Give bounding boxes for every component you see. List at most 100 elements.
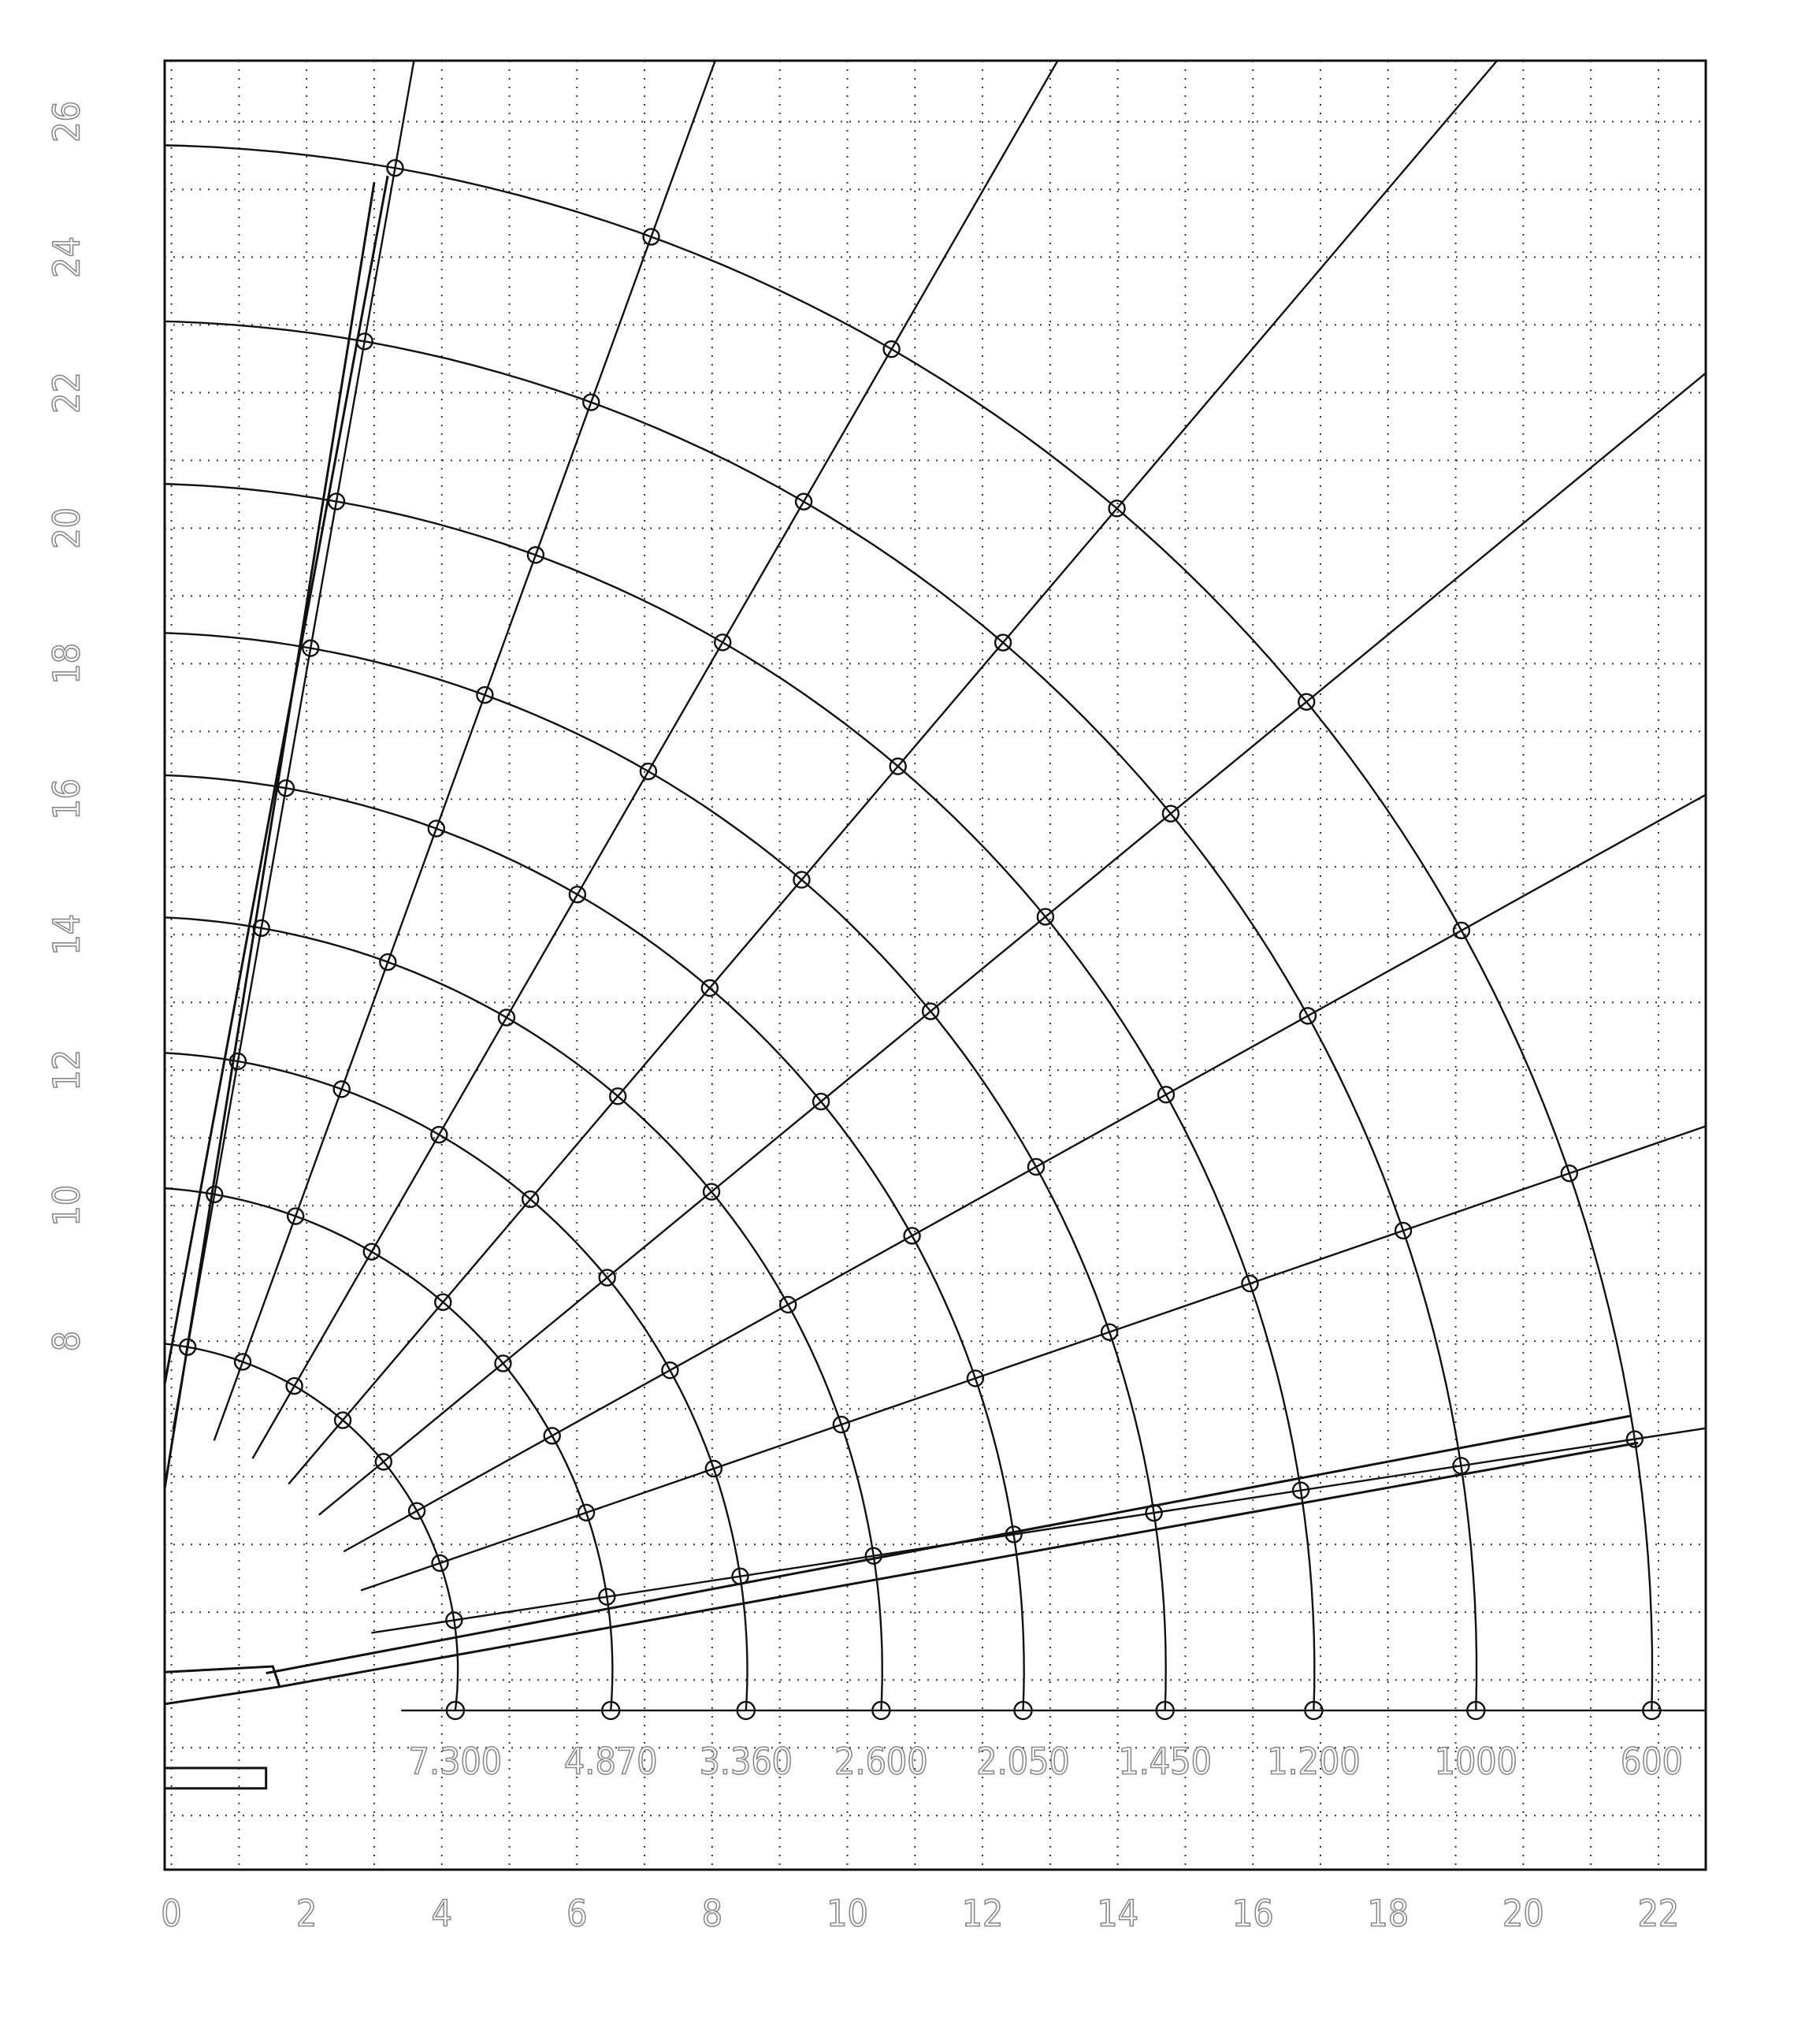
- arc-marker: [793, 871, 811, 889]
- arc-marker: [497, 1008, 516, 1027]
- arc-marker: [661, 1361, 679, 1380]
- radial-line: [213, 61, 716, 1441]
- arc-marker: [144, 626, 158, 640]
- arc-marker: [903, 1227, 921, 1245]
- arc-marker: [1560, 1164, 1579, 1183]
- arc-marker: [1157, 1086, 1176, 1104]
- arc-marker: [233, 1353, 252, 1371]
- base: [165, 1766, 268, 1790]
- arc-marker: [864, 1547, 882, 1565]
- arc-marker: [921, 1002, 940, 1020]
- arc-marker: [889, 757, 907, 775]
- arc-marker: [144, 138, 158, 152]
- arc-marker: [445, 1611, 463, 1629]
- x-tick-label: 8: [702, 1893, 722, 1935]
- arc-marker: [434, 1293, 452, 1311]
- arc-marker: [144, 1180, 158, 1194]
- arc-marker: [386, 159, 404, 177]
- load-label: 600: [1621, 1740, 1683, 1782]
- x-tick-label: 0: [161, 1893, 181, 1935]
- range-arc: [165, 1343, 459, 1711]
- arc-marker: [1394, 1221, 1413, 1240]
- arc-marker: [1625, 1430, 1644, 1448]
- arc-marker: [407, 1502, 426, 1520]
- x-tick-label: 18: [1367, 1893, 1409, 1935]
- load-label: 4.870: [564, 1740, 657, 1782]
- arc-marker: [379, 953, 397, 971]
- arc-marker: [362, 1243, 381, 1261]
- boom: [279, 1441, 1639, 1688]
- x-tick-label: 10: [826, 1893, 868, 1935]
- labels: 0 2 4 6 8 10 12 14 16 18 20 2281012141618202224267.…: [45, 100, 1684, 1935]
- arc-marker: [430, 1125, 448, 1144]
- y-tick-label: 14: [46, 914, 88, 956]
- radial-line: [371, 1427, 1706, 1634]
- arc-marker: [1100, 1323, 1119, 1341]
- arc-marker: [144, 1335, 158, 1349]
- arc-marker: [794, 492, 813, 511]
- arc-marker: [427, 819, 446, 838]
- boom: [104, 1531, 158, 1646]
- range-arc: [165, 916, 883, 1711]
- load-label: 1.200: [1267, 1740, 1360, 1782]
- load-label: 3.360: [700, 1740, 793, 1782]
- y-tick-label: 20: [46, 507, 88, 549]
- arc-marker: [332, 1080, 351, 1098]
- boom: [165, 1665, 281, 1706]
- x-tick-label: 20: [1502, 1893, 1544, 1935]
- load-label: 7.300: [409, 1740, 502, 1782]
- boom: [124, 149, 141, 1531]
- load-point: [1155, 1700, 1175, 1721]
- x-tick-label: 16: [1232, 1893, 1274, 1935]
- range-arc: [165, 320, 1478, 1711]
- arc-marker: [144, 477, 158, 491]
- range-arc: [165, 483, 1316, 1711]
- radial-line: [343, 793, 1706, 1553]
- load-point: [1466, 1700, 1486, 1721]
- arc-marker: [1452, 921, 1471, 940]
- arc-marker: [598, 1269, 616, 1287]
- arc-marker: [144, 909, 158, 923]
- load-label: 2.050: [976, 1740, 1069, 1782]
- load-point: [445, 1700, 466, 1721]
- boom: [165, 175, 389, 1391]
- arc-marker: [994, 633, 1012, 652]
- arc-marker: [302, 639, 320, 657]
- arc-marker: [702, 1183, 721, 1201]
- arc-marker: [568, 886, 587, 904]
- y-tick-label: 24: [46, 236, 88, 278]
- x-tick-label: 12: [962, 1893, 1004, 1935]
- y-tick-label: 26: [46, 101, 88, 143]
- arc-marker: [1241, 1274, 1259, 1293]
- arc-marker: [778, 1295, 797, 1314]
- load-point: [736, 1700, 756, 1721]
- load-label: 1000: [1435, 1740, 1517, 1782]
- arc-marker: [144, 767, 158, 782]
- arc-marker: [1027, 1157, 1046, 1176]
- x-tick-label: 22: [1638, 1893, 1680, 1935]
- arc-marker: [832, 1415, 851, 1434]
- arc-marker: [286, 1207, 305, 1225]
- radial-line: [172, 61, 415, 1430]
- arc-marker: [700, 979, 719, 997]
- arc-marker: [1108, 500, 1126, 518]
- plot-frame: [163, 59, 1707, 1871]
- arc-marker: [494, 1354, 512, 1373]
- arc-marker: [1291, 1481, 1310, 1499]
- y-tick-label: 10: [46, 1185, 88, 1227]
- load-point: [1013, 1700, 1033, 1721]
- arc-marker: [1298, 693, 1316, 711]
- arc-marker: [577, 1503, 596, 1522]
- range-arc: [165, 144, 1654, 1711]
- arc-marker: [598, 1588, 616, 1606]
- arc-marker: [1161, 804, 1180, 823]
- range-arc: [165, 774, 1025, 1711]
- arc-marker: [714, 633, 732, 652]
- arc-marker: [639, 762, 658, 781]
- arc-marker: [521, 1190, 540, 1209]
- arc-marker: [608, 1087, 627, 1105]
- x-tick-label: 2: [296, 1893, 317, 1935]
- x-tick-label: 14: [1097, 1893, 1138, 1935]
- arc-marker: [144, 314, 158, 328]
- arc-marker: [543, 1427, 561, 1445]
